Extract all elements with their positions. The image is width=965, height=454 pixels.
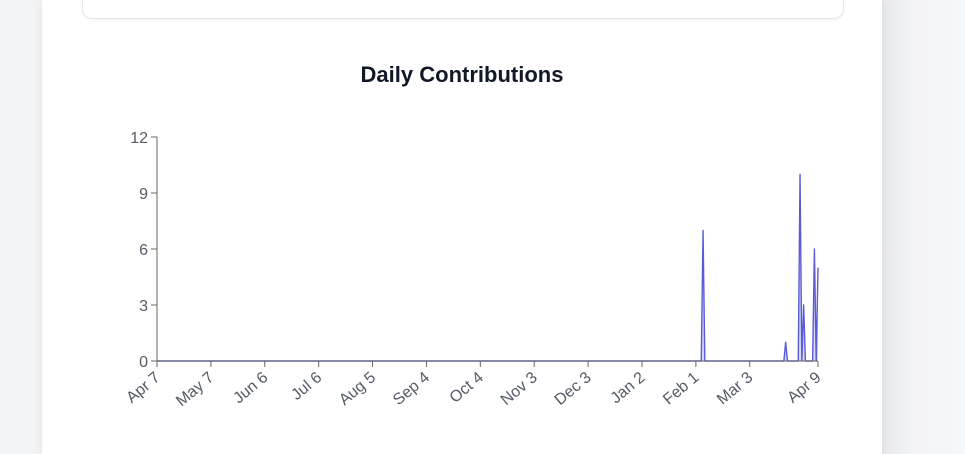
x-tick: Mar 3	[714, 361, 756, 408]
x-axis: Apr 7 May 7 Jun 6 Jul 6 Aug 5 Sep 4 Oct 4 Nov 3…	[123, 360, 825, 410]
x-tick-label: Nov 3	[498, 369, 541, 409]
x-tick: Sep 4	[390, 361, 433, 409]
series-area-0	[157, 174, 818, 361]
x-tick: Dec 3	[552, 361, 595, 409]
x-tick-label: Jan 2	[608, 369, 649, 407]
x-tick-label: Oct 4	[447, 369, 487, 407]
y-tick: 9	[139, 186, 157, 203]
x-tick: Apr 9	[784, 361, 825, 407]
x-tick-label: Dec 3	[552, 369, 595, 409]
x-tick: Jan 2	[608, 361, 649, 407]
x-tick: May 7	[173, 361, 218, 410]
y-tick: 12	[130, 130, 157, 147]
x-tick: Nov 3	[498, 361, 541, 409]
x-tick-label: Apr 9	[784, 369, 824, 407]
x-tick: Feb 1	[660, 361, 703, 408]
x-tick-label: Feb 1	[660, 369, 702, 408]
page-background-right	[882, 0, 965, 454]
y-tick-label: 9	[139, 186, 148, 203]
x-tick-label: Jul 6	[288, 369, 325, 404]
y-tick-label: 3	[139, 298, 148, 315]
chart-title: Daily Contributions	[360, 62, 564, 87]
y-axis: 0 3 6 9 12	[130, 130, 158, 371]
content-panel	[42, 0, 882, 454]
x-tick-label: Sep 4	[390, 369, 433, 409]
series-line-0	[157, 173, 819, 362]
x-tick: Oct 4	[447, 361, 487, 407]
y-tick-label: 12	[130, 130, 148, 147]
plot-area	[157, 173, 819, 362]
x-tick-label: May 7	[173, 369, 217, 410]
x-tick-label: Mar 3	[714, 369, 756, 408]
x-tick: Jul 6	[288, 361, 325, 404]
x-tick-label: Aug 5	[336, 369, 379, 409]
top-card	[82, 0, 844, 19]
y-tick: 6	[139, 242, 157, 259]
x-tick-label: Jun 6	[230, 369, 271, 407]
x-tick: Aug 5	[336, 361, 379, 409]
x-tick: Jun 6	[230, 361, 271, 407]
y-tick-label: 6	[139, 242, 148, 259]
x-tick-label: Apr 7	[123, 369, 163, 407]
y-tick: 0	[139, 354, 157, 371]
y-tick-label: 0	[139, 354, 148, 371]
y-tick: 3	[139, 298, 157, 315]
